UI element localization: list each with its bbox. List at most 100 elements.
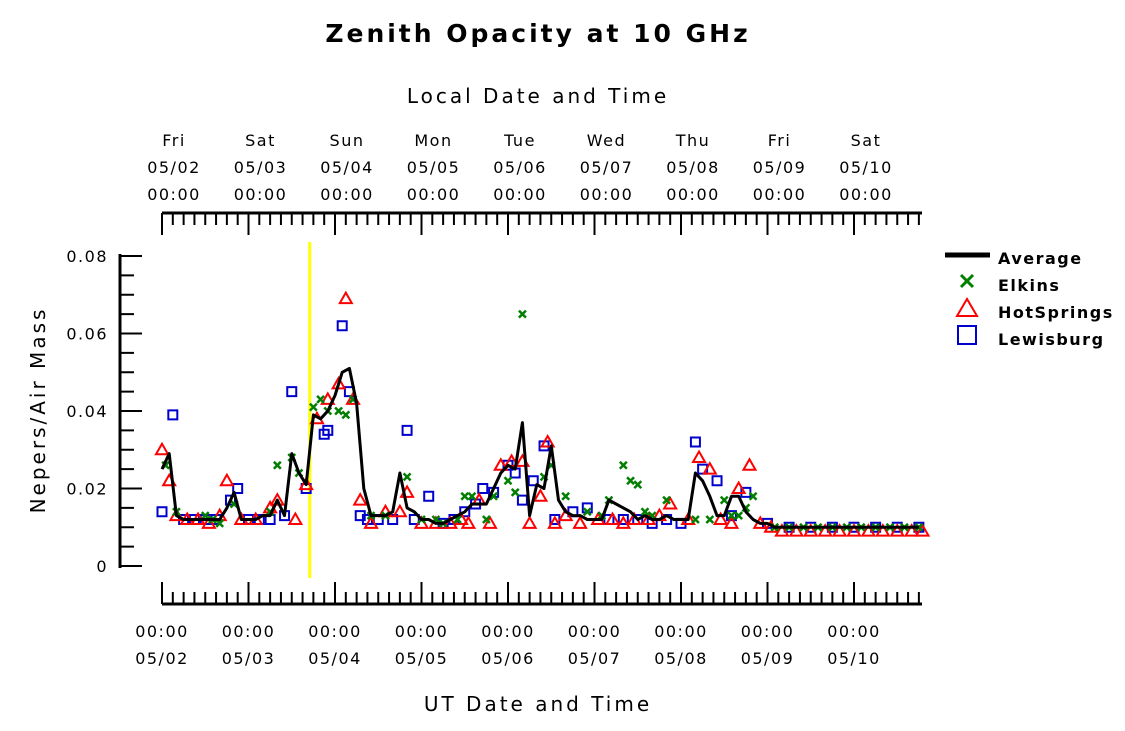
hotsprings-point [572, 515, 588, 529]
top-tick-date: 05/08 [666, 158, 720, 177]
hotsprings-point [615, 515, 632, 529]
axes-layer: 0 0.02 0.04 0.06 0.08 Fri 05/02 00:00 Sat 05/03 00… [66, 131, 922, 668]
legend-label-elkins: Elkins [998, 276, 1060, 295]
bottom-tick-date: 05/09 [741, 649, 795, 668]
top-tick-day: Thu [675, 131, 711, 150]
data-layer [154, 290, 931, 537]
hotsprings-point [712, 511, 729, 525]
hotsprings-point [493, 457, 509, 471]
top-tick-time: 00:00 [753, 185, 807, 204]
top-tick-date: 05/03 [234, 158, 288, 177]
lewisburg-point [516, 494, 528, 506]
top-tick-date: 05/02 [147, 158, 201, 177]
hotsprings-point [392, 503, 408, 518]
hotsprings-point [774, 523, 790, 537]
elkins-point [334, 406, 343, 416]
y-tick-label: 0.06 [66, 325, 108, 344]
hotsprings-point [539, 433, 556, 448]
top-tick-day: Sun [330, 131, 365, 150]
legend-item-hotsprings: HotSprings [955, 297, 1112, 322]
x-stroke [748, 491, 758, 501]
bottom-tick-time: 00:00 [741, 622, 795, 641]
series-average [160, 366, 919, 529]
elkins-point [705, 515, 715, 524]
x-stroke [200, 511, 210, 521]
lewisburg-point [477, 483, 489, 494]
hotsprings-point [741, 457, 758, 471]
lewisburg-point [423, 490, 435, 502]
top-tick-date: 05/09 [753, 158, 807, 177]
x-stroke [489, 491, 498, 501]
top-tick-date: 05/04 [320, 158, 374, 177]
elkins-point [215, 518, 225, 528]
x-stroke [481, 515, 491, 524]
top-tick-time: 00:00 [839, 185, 893, 204]
elkins-point [719, 495, 729, 505]
hotsprings-point [903, 523, 920, 537]
elkins-point [402, 472, 412, 482]
lewisburg-point [725, 510, 737, 522]
top-tick-date: 05/05 [407, 158, 461, 177]
top-tick-time: 00:00 [580, 185, 634, 204]
hotsprings-point [219, 472, 235, 487]
hotsprings-point [831, 523, 848, 537]
bottom-tick-time: 00:00 [568, 622, 622, 641]
elkins-point [518, 309, 527, 319]
elkins-point [503, 476, 513, 486]
top-tick-day: Wed [587, 131, 626, 150]
x-stroke [402, 472, 412, 482]
x-stroke [582, 507, 592, 517]
lewisburg-point [322, 424, 334, 436]
bottom-tick-date: 05/05 [395, 649, 449, 668]
x-stroke [453, 515, 462, 524]
x-stroke [633, 480, 643, 490]
hotsprings-point [521, 515, 538, 529]
bottom-tick-time: 00:00 [654, 622, 708, 641]
legend-item-average: Average [945, 249, 1081, 268]
hotsprings-point [201, 515, 217, 529]
elkins-point [582, 507, 592, 517]
legend-item-elkins: Elkins [959, 273, 1060, 295]
hotsprings-point [846, 523, 862, 537]
legend-label-lewisburg: Lewisburg [998, 330, 1105, 349]
x-stroke [959, 273, 975, 289]
legend-swatch-triangle [955, 297, 979, 317]
bottom-tick-date: 05/02 [135, 649, 189, 668]
top-tick-date: 05/06 [493, 158, 547, 177]
hotsprings-point [803, 523, 819, 537]
hotsprings-point [482, 515, 498, 529]
elkins-point [618, 460, 628, 470]
hotsprings-point [363, 515, 379, 529]
hotsprings-point [817, 523, 833, 537]
lewisburg-point [401, 424, 413, 436]
hotsprings-point [287, 511, 304, 525]
lewisburg-point [408, 514, 420, 525]
y-tick-label: 0 [96, 557, 108, 576]
elkins-point [662, 495, 671, 505]
elkins-point [640, 507, 650, 517]
lewisburg-point [689, 436, 701, 448]
y-tick-label: 0.08 [66, 247, 108, 266]
lewisburg-point [711, 475, 723, 487]
x-stroke [734, 511, 744, 521]
elkins-point [748, 491, 758, 501]
top-tick-day: Fri [768, 131, 792, 150]
bottom-tick-time: 00:00 [135, 622, 189, 641]
elkins-point [734, 511, 744, 521]
x-stroke [334, 406, 343, 416]
bottom-tick-time: 00:00 [481, 622, 535, 641]
elkins-point [200, 511, 210, 521]
bottom-tick-date: 05/06 [481, 649, 535, 668]
top-tick-time: 00:00 [666, 185, 720, 204]
lewisburg-point [286, 386, 298, 398]
bottom-tick-date: 05/04 [308, 649, 362, 668]
top-tick-day: Fri [162, 131, 186, 150]
x-stroke [626, 476, 635, 486]
lewisburg-point [167, 409, 179, 421]
top-tick-time: 00:00 [234, 185, 288, 204]
hotsprings-point [860, 523, 877, 537]
y-tick-label: 0.02 [66, 480, 108, 499]
x-stroke [727, 511, 736, 521]
hotsprings-point [730, 480, 747, 494]
